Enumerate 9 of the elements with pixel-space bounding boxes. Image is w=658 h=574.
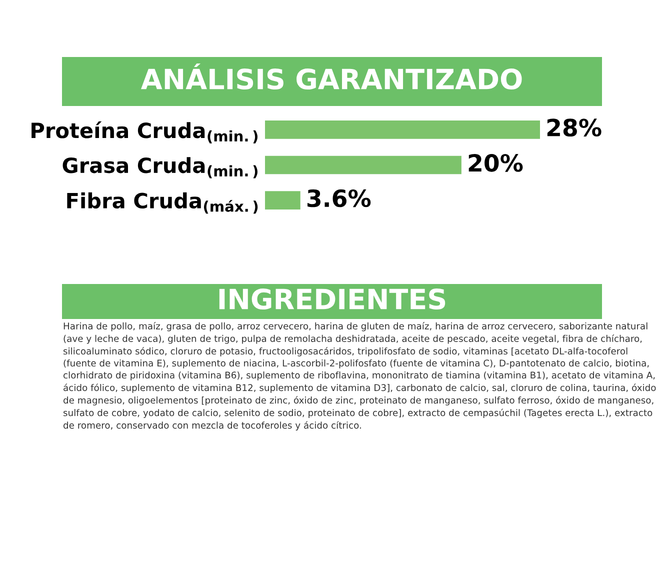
y-tick-label: Grasa Cruda$_{(min.)}$ bbox=[62, 157, 258, 178]
text: INGREDIENTES bbox=[219, 288, 446, 310]
y-tick-label: Proteína Cruda$_{(min.)}$ bbox=[32, 121, 258, 144]
y-tick-label: Fibra Cruda$_{(máx.)}$ bbox=[67, 192, 258, 214]
text: Harina de pollo, maíz, grasa de pollo, arroz cervecero, harina de gluten de maíz, harina de arroz cervecero, saborizante natural (ave y leche de vaca), gluten de trigo, pulpa de remolacha deshidratada, aceite de pescado, aceite vegetal, fibra de chícharo, silicoaluminato sódico, cloruro de potasio, fructooligosacáridos, tripolifosfato de sodio, vitaminas [acetato DL-alfa-tocoferol (fuente de vitamina E), suplemento de niacina, L-ascorbil-2-polifosfato (fuente de vitamina C), D-pantotenato de calcio, biotina, clorhidrato de piridoxina (vitamina B6), suplemento de riboflavina, mononitrato de tiamina (vitamina B1), acetato de vitamina A, ácido fólico, suplemento de vitamina B12, suplemento de vitamina D3], carbonato de calcio, sal, cloruro de colina, taurina, óxido de magnesio, oligoelementos [proteinato de zinc, óxido de zinc, proteinato de manganeso, sulfato ferroso, óxido de manganeso, sulfato de cobre, yodato de calcio, selenito de sodio, proteinato de cobre], extracto de cempasúchil (Tagetes erecta L.), extracto de romero, conservado con mezcla de tocoferoles y ácido cítrico. bbox=[63, 322, 656, 430]
chart-title: ANÁLISIS GARANTIZADO bbox=[140, 63, 522, 90]
data-label: 3.6% bbox=[307, 189, 371, 208]
data-label: 20% bbox=[468, 154, 523, 172]
data-label: 28% bbox=[547, 118, 602, 137]
